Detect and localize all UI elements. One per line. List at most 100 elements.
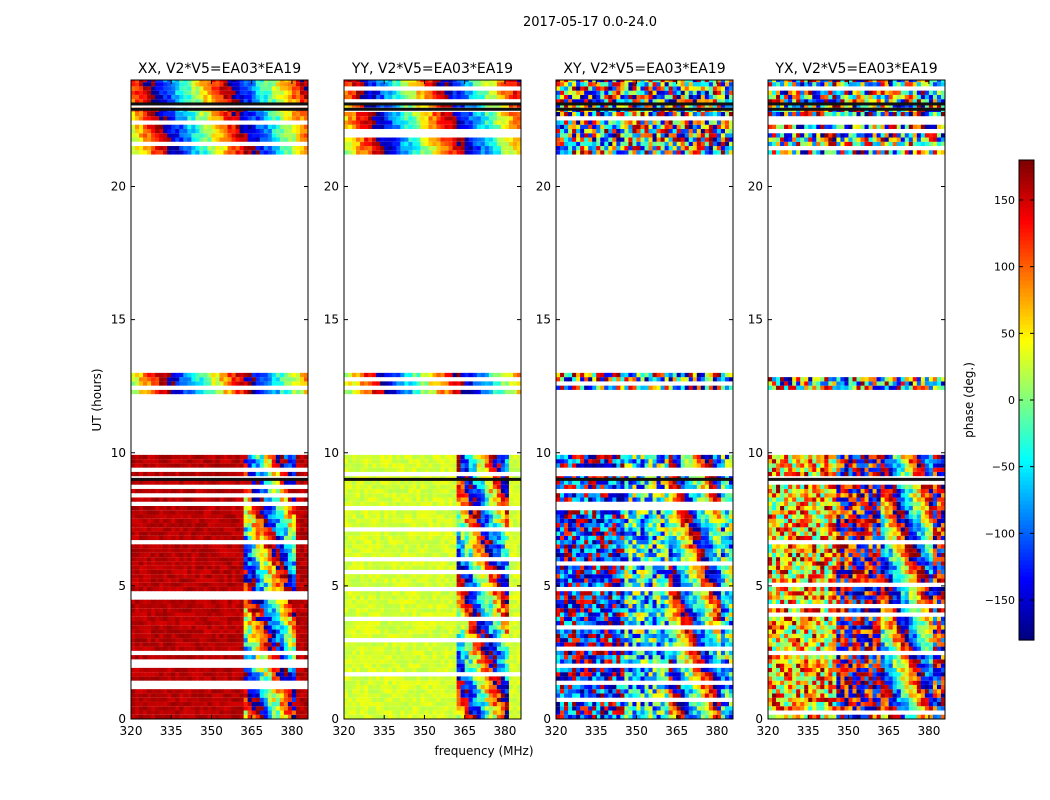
colorbar-tick-label: −50	[992, 461, 1015, 474]
colorbar-segment	[1019, 196, 1034, 201]
colorbar-segment	[1019, 600, 1034, 605]
y-tick-label: 0	[755, 712, 763, 726]
panel-title: XY, V2*V5=EA03*EA19	[563, 61, 725, 77]
y-tick-label: 20	[536, 180, 551, 194]
x-tick-label: 335	[797, 724, 820, 738]
x-tick-label: 320	[545, 724, 568, 738]
colorbar-segment	[1019, 608, 1034, 613]
colorbar-segment	[1019, 584, 1034, 589]
colorbar-segment	[1019, 280, 1034, 285]
colorbar-segment	[1019, 396, 1034, 401]
colorbar-segment	[1019, 512, 1034, 517]
colorbar-label: phase (deg.)	[962, 362, 976, 438]
colorbar-segment	[1019, 356, 1034, 361]
colorbar-segment	[1019, 516, 1034, 521]
colorbar-segment	[1019, 232, 1034, 237]
colorbar-segment	[1019, 304, 1034, 309]
panel-frame	[555, 79, 734, 720]
colorbar-segment	[1019, 468, 1034, 473]
x-tick-label: 380	[493, 724, 516, 738]
colorbar-segment	[1019, 400, 1034, 405]
y-tick-label: 15	[324, 313, 339, 327]
colorbar-tick-label: 50	[1001, 327, 1015, 340]
colorbar-segment	[1019, 436, 1034, 441]
panel-frame	[130, 79, 309, 720]
x-tick-label: 350	[837, 724, 860, 738]
colorbar-segment	[1019, 488, 1034, 493]
colorbar-segment	[1019, 432, 1034, 437]
colorbar-segment	[1019, 392, 1034, 397]
x-tick-label: 380	[705, 724, 728, 738]
colorbar-segment	[1019, 372, 1034, 377]
colorbar: −150 −100 −50 0 50 100 150	[985, 159, 1035, 641]
y-tick-label: 0	[543, 712, 551, 726]
colorbar-segment	[1019, 368, 1034, 373]
y-axis-label: UT (hours)	[90, 368, 104, 431]
colorbar-segment	[1019, 184, 1034, 189]
y-tick-label: 10	[111, 446, 126, 460]
colorbar-segment	[1019, 484, 1034, 489]
colorbar-segment	[1019, 632, 1034, 637]
colorbar-segment	[1019, 576, 1034, 581]
colorbar-segment	[1019, 624, 1034, 629]
x-tick-label: 320	[757, 724, 780, 738]
x-tick-label: 320	[120, 724, 143, 738]
colorbar-segment	[1019, 428, 1034, 433]
colorbar-segment	[1019, 560, 1034, 565]
phase-image	[131, 80, 308, 719]
colorbar-segment	[1019, 496, 1034, 501]
colorbar-segment	[1019, 180, 1034, 185]
colorbar-segment	[1019, 420, 1034, 425]
colorbar-segment	[1019, 472, 1034, 477]
colorbar-tick-label: 150	[994, 194, 1015, 207]
colorbar-segment	[1019, 308, 1034, 313]
x-tick-label: 380	[280, 724, 303, 738]
colorbar-segment	[1019, 236, 1034, 241]
panel-xy: XY, V2*V5=EA03*EA19 0 5 10 15 20 320 335 350 365 3…	[536, 61, 734, 738]
colorbar-segment	[1019, 360, 1034, 365]
colorbar-segment	[1019, 160, 1034, 165]
colorbar-segment	[1019, 220, 1034, 225]
y-tick-label: 5	[118, 579, 126, 593]
colorbar-segment	[1019, 504, 1034, 509]
colorbar-segment	[1019, 208, 1034, 213]
colorbar-segment	[1019, 592, 1034, 597]
colorbar-segment	[1019, 244, 1034, 249]
x-tick-label: 350	[625, 724, 648, 738]
colorbar-segment	[1019, 320, 1034, 325]
colorbar-segment	[1019, 296, 1034, 301]
panel-title: YY, V2*V5=EA03*EA19	[351, 61, 513, 77]
y-tick-label: 10	[536, 446, 551, 460]
colorbar-segment	[1019, 228, 1034, 233]
colorbar-segment	[1019, 348, 1034, 353]
colorbar-segment	[1019, 404, 1034, 409]
colorbar-segment	[1019, 272, 1034, 277]
x-tick-label: 365	[240, 724, 263, 738]
colorbar-segment	[1019, 216, 1034, 221]
phase-image	[556, 80, 733, 719]
colorbar-segment	[1019, 292, 1034, 297]
colorbar-segment	[1019, 596, 1034, 601]
y-tick-label: 5	[331, 579, 339, 593]
colorbar-segment	[1019, 580, 1034, 585]
colorbar-segment	[1019, 588, 1034, 593]
colorbar-tick-label: 100	[994, 261, 1015, 274]
colorbar-segment	[1019, 164, 1034, 169]
colorbar-segment	[1019, 508, 1034, 513]
x-axis-label: frequency (MHz)	[434, 744, 533, 758]
figure-title: 2017-05-17 0.0-24.0	[523, 15, 657, 30]
colorbar-tick-label: −100	[985, 527, 1015, 540]
colorbar-segment	[1019, 564, 1034, 569]
x-tick-label: 365	[665, 724, 688, 738]
colorbar-segment	[1019, 256, 1034, 261]
colorbar-segment	[1019, 192, 1034, 197]
colorbar-segment	[1019, 284, 1034, 289]
colorbar-segment	[1019, 248, 1034, 253]
colorbar-segment	[1019, 628, 1034, 633]
y-tick-label: 20	[324, 180, 339, 194]
colorbar-segment	[1019, 200, 1034, 205]
colorbar-segment	[1019, 636, 1034, 641]
y-tick-label: 20	[111, 180, 126, 194]
colorbar-segment	[1019, 480, 1034, 485]
